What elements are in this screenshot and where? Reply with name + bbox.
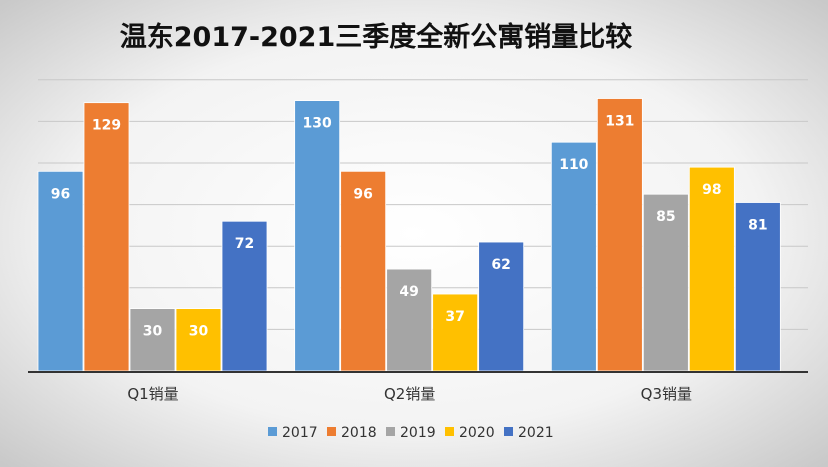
x-tick-label: Q2销量	[384, 385, 435, 403]
bar-value-label: 81	[748, 218, 767, 234]
bar-value-label: 96	[51, 186, 70, 202]
bars: 96 129 30 30 72 130 96 49 37 62 110 131 85 98 81	[37, 98, 781, 372]
bar-value-label: 37	[445, 309, 464, 325]
legend-swatch	[504, 427, 513, 436]
legend-label: 2018	[341, 425, 377, 441]
legend-label: 2021	[518, 425, 554, 441]
bar-Q3销量-2020	[688, 166, 735, 372]
bar-Q3销量-2019	[642, 193, 689, 372]
bar-value-label: 62	[491, 257, 510, 273]
chart-title: 温东2017-2021三季度全新公寓销量比较	[120, 21, 633, 53]
bar-value-label: 130	[303, 116, 332, 132]
legend-label: 2020	[459, 425, 495, 441]
bar-Q1销量-2018	[83, 102, 130, 372]
bar-value-label: 110	[559, 157, 588, 173]
bar-value-label: 49	[399, 284, 418, 300]
bar-Q3销量-2021	[734, 202, 781, 372]
bar-Q2销量-2020	[432, 293, 479, 372]
bar-Q2销量-2018	[340, 170, 387, 372]
bar-value-label: 30	[143, 324, 163, 340]
bar-Q1销量-2019	[129, 308, 176, 372]
legend-swatch	[327, 427, 336, 436]
legend-swatch	[268, 427, 277, 436]
legend: 2017 2018 2019 2020 2021	[268, 425, 554, 441]
bar-value-label: 96	[353, 186, 372, 202]
bar-value-label: 98	[702, 182, 721, 198]
bar-Q1销量-2021	[221, 220, 268, 372]
x-tick-label: Q1销量	[127, 385, 178, 403]
bar-value-label: 72	[235, 236, 254, 252]
legend-swatch	[386, 427, 395, 436]
bar-Q3销量-2017	[550, 141, 597, 372]
x-tick-label: Q3销量	[641, 385, 692, 403]
bar-value-label: 30	[189, 324, 209, 340]
bar-Q2销量-2019	[386, 268, 433, 372]
bar-Q1销量-2017	[37, 170, 84, 372]
legend-swatch	[445, 427, 454, 436]
bar-Q1销量-2020	[175, 308, 222, 372]
bar-Q2销量-2017	[294, 100, 341, 372]
legend-label: 2019	[400, 425, 436, 441]
bar-Q3销量-2018	[596, 98, 643, 372]
legend-label: 2017	[282, 425, 318, 441]
bar-value-label: 131	[605, 114, 634, 130]
bar-value-label: 129	[92, 118, 121, 134]
bar-value-label: 85	[656, 209, 675, 225]
x-axis: Q1销量 Q2销量 Q3销量	[28, 371, 808, 403]
